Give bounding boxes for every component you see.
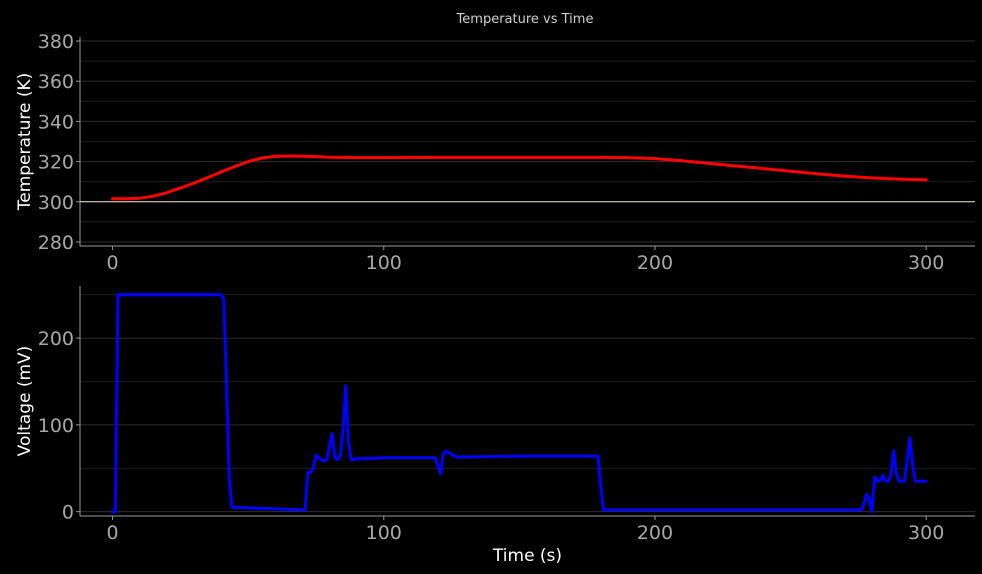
x-tick-label: 200 bbox=[637, 522, 673, 544]
chart-title: Temperature vs Time bbox=[456, 12, 594, 27]
x-axis-label: Time (s) bbox=[492, 546, 562, 566]
x-tick-label: 300 bbox=[908, 522, 944, 544]
y-tick-label: 0 bbox=[62, 502, 74, 524]
x-tick-label: 100 bbox=[366, 252, 402, 274]
y-axis-label: Voltage (mV) bbox=[15, 346, 35, 457]
y-tick-label: 320 bbox=[38, 152, 74, 174]
voltage-series-line bbox=[111, 293, 928, 514]
x-tick-label: 0 bbox=[106, 252, 118, 274]
x-tick-label: 100 bbox=[366, 522, 402, 544]
y-tick-label: 360 bbox=[38, 71, 74, 93]
x-tick-label: 300 bbox=[908, 252, 944, 274]
y-tick-label: 300 bbox=[38, 192, 74, 214]
y-axis-label: Temperature (K) bbox=[15, 73, 35, 212]
temperature-series-line bbox=[111, 154, 928, 201]
y-tick-label: 200 bbox=[38, 328, 74, 350]
voltage-panel: 0 100 200 0 100 200 300 Voltage (mV) Time (s) bbox=[15, 286, 975, 566]
y-tick-label: 380 bbox=[38, 31, 74, 53]
x-tick-label: 200 bbox=[637, 252, 673, 274]
y-tick-label: 100 bbox=[38, 415, 74, 437]
x-tick-label: 0 bbox=[106, 522, 118, 544]
y-tick-label: 280 bbox=[38, 232, 74, 254]
y-tick-label: 340 bbox=[38, 111, 74, 133]
